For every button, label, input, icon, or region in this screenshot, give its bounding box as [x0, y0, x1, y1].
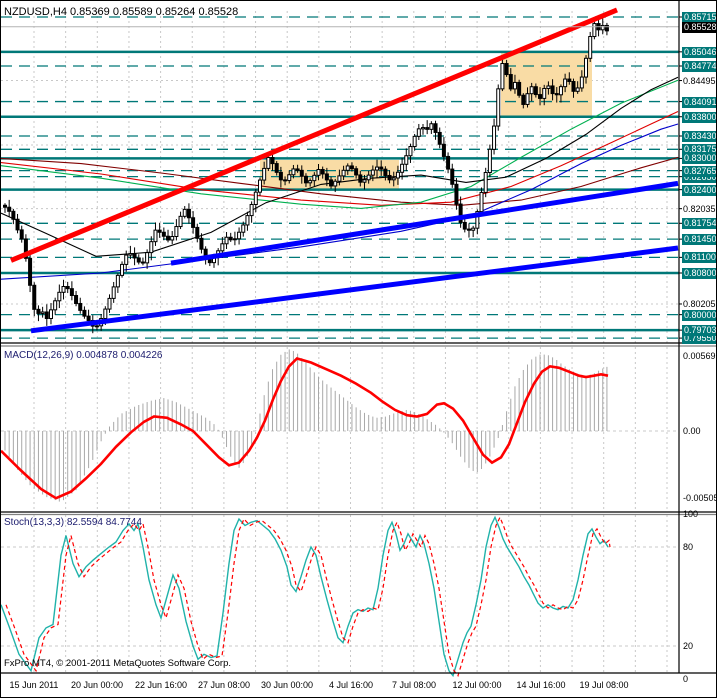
- x-axis-date-label: 30 Jun 00:00: [260, 680, 314, 690]
- macd-axis-label: 0.00569: [683, 351, 716, 361]
- stoch-d-line: [5, 515, 611, 677]
- price-level-label: 0.83000: [682, 153, 717, 164]
- stoch-axis-label: 0: [683, 674, 689, 684]
- price-axis-label: 0.82035: [683, 204, 716, 214]
- price-level-label: 0.84774: [682, 61, 717, 72]
- resistance-red: [10, 7, 618, 263]
- copyright-text: FxPro MT4, © 2001-2011 MetaQuotes Softwa…: [4, 658, 232, 669]
- x-axis-date-label: 27 Jun 08:00: [197, 680, 251, 690]
- price-level-label: 0.81450: [682, 234, 717, 245]
- ma-maroon: [1, 156, 679, 206]
- price-level-label: 0.85715: [682, 12, 717, 23]
- x-axis-date-label: 12 Jul 00:00: [452, 680, 502, 690]
- price-level-label: 0.80000: [682, 310, 717, 321]
- x-axis-date-label: 20 Jun 00:00: [70, 680, 124, 690]
- macd-axis-label: -0.00505: [683, 493, 717, 503]
- price-level-label: 0.82400: [682, 185, 717, 196]
- price-level-label: 0.79550: [682, 333, 717, 344]
- x-axis-date-label: 7 Jul 08:00: [391, 680, 437, 690]
- x-axis-date-label: 4 Jul 16:00: [328, 680, 374, 690]
- x-axis-date-label: 22 Jun 16:00: [134, 680, 188, 690]
- chart-title: NZDUSD,H4 0.85369 0.85589 0.85264 0.8552…: [4, 6, 239, 18]
- support-upper: [170, 180, 679, 266]
- price-axis-label: 0.84495: [683, 76, 716, 86]
- current-price-label: 0.85528: [682, 22, 717, 33]
- macd-signal-line: [1, 357, 609, 500]
- price-level-label: 0.82765: [682, 166, 717, 177]
- price-level-label: 0.83175: [682, 144, 717, 155]
- price-level-label: 0.83430: [682, 131, 717, 142]
- stoch-k-line: [1, 515, 609, 678]
- price-level-label: 0.85046: [682, 47, 717, 58]
- stoch-indicator-label: Stoch(13,3,3) 82.5594 84.7744: [4, 517, 142, 528]
- price-level-label: 0.82650: [682, 172, 717, 183]
- price-level-label: 0.80800: [682, 268, 717, 279]
- stoch-axis-label: 80: [683, 542, 694, 552]
- macd-indicator-label: MACD(12,26,9) 0.004878 0.004226: [4, 350, 163, 361]
- price-level-label: 0.84091: [682, 97, 717, 108]
- x-axis-date-label: 15 Jun 2011: [9, 680, 59, 690]
- price-level-label: 0.81100: [682, 252, 716, 263]
- stoch-axis-label: 100: [683, 509, 699, 519]
- macd-axis-label: 0.00: [683, 426, 701, 436]
- ma-red: [1, 111, 679, 206]
- ma-green: [1, 79, 679, 209]
- price-level-label: 0.83800: [682, 112, 717, 123]
- x-axis-date-label: 14 Jul 16:00: [516, 680, 566, 690]
- stoch-axis-label: 20: [683, 641, 694, 651]
- x-axis-date-label: 19 Jul 08:00: [579, 680, 629, 690]
- price-level-label: 0.81754: [682, 218, 717, 229]
- price-level-label: 0.79703: [682, 325, 717, 336]
- price-axis-label: 0.80205: [683, 299, 716, 309]
- support-lower: [30, 245, 679, 334]
